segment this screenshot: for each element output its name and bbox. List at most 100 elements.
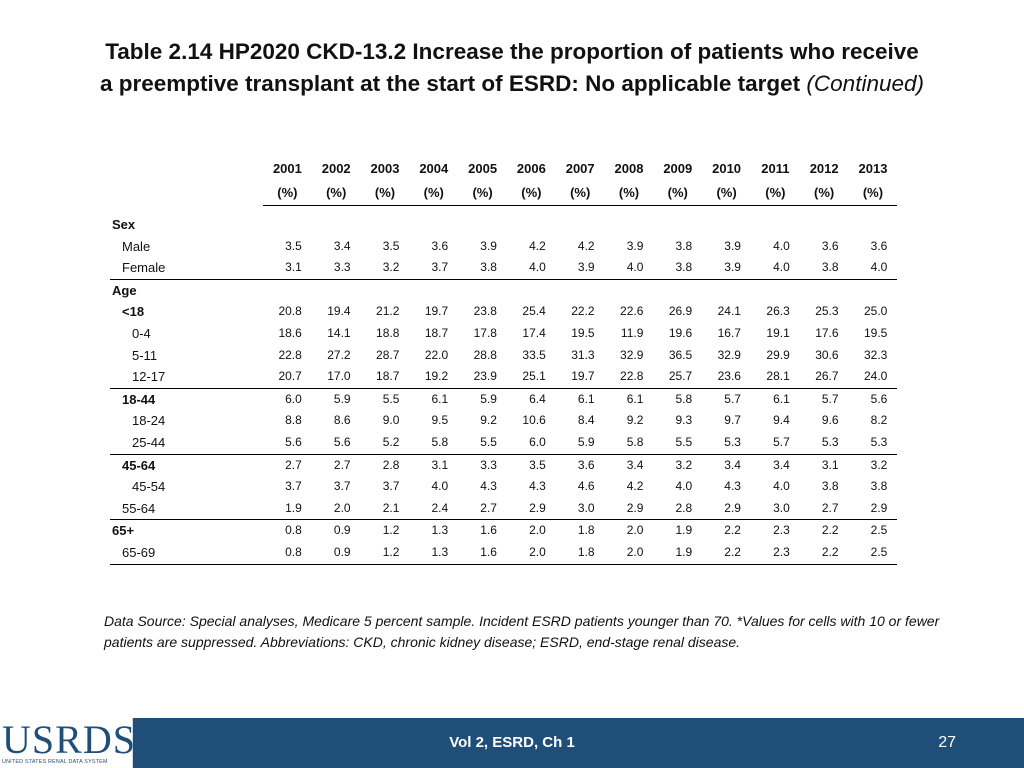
table-cell: 23.9 bbox=[458, 366, 507, 389]
table-cell: 5.6 bbox=[311, 431, 361, 455]
table-cell: 8.8 bbox=[285, 413, 302, 428]
table-row: 18-24 8.8 8.6 9.0 9.5 9.2 10.6 8.4 9.2 9.3 9.7 9.4 9… bbox=[110, 410, 897, 432]
table-cell: 2.7 bbox=[799, 497, 849, 521]
table-cell: 17.0 bbox=[311, 366, 361, 389]
table-cell: 17.4 bbox=[522, 325, 546, 340]
table-cell: 8.6 bbox=[333, 413, 351, 428]
table-cell: 19.5 bbox=[571, 325, 595, 340]
year-header: 2006 bbox=[516, 161, 546, 176]
table-cell: 3.0 bbox=[750, 497, 800, 521]
table-cell: 2.7 bbox=[285, 457, 302, 472]
table-cell: 2.5 bbox=[870, 523, 888, 538]
table-cell: 3.7 bbox=[382, 479, 400, 494]
data-source-footnote: Data Source: Special analyses, Medicare … bbox=[104, 613, 940, 650]
table-cell: 3.9 bbox=[724, 238, 741, 253]
table-cell: 2.7 bbox=[458, 497, 507, 521]
table-cell: 8.4 bbox=[577, 413, 595, 428]
table-cell: 19.1 bbox=[766, 325, 790, 340]
table-cell: 4.0 bbox=[773, 479, 790, 494]
table-cell: 32.3 bbox=[864, 347, 888, 362]
table-cell: 28.1 bbox=[750, 366, 800, 389]
section-header-row: Age bbox=[110, 279, 897, 301]
unit-header: (%) bbox=[458, 181, 507, 206]
table-cell: 1.2 bbox=[360, 541, 410, 565]
table-cell: 20.8 bbox=[278, 304, 302, 319]
table-cell: 8.2 bbox=[870, 413, 888, 428]
row-label: 45-54 bbox=[132, 479, 166, 495]
table-cell: 28.8 bbox=[473, 347, 497, 362]
table-cell: 1.3 bbox=[431, 523, 449, 538]
table-cell: 4.0 bbox=[604, 257, 654, 280]
table-cell: 1.9 bbox=[263, 497, 312, 521]
table-cell: 4.0 bbox=[675, 479, 693, 494]
table-cell: 6.1 bbox=[577, 391, 595, 406]
table-cell: 5.9 bbox=[480, 391, 497, 406]
year-header: 2010 bbox=[712, 161, 742, 176]
section-header-row: Sex bbox=[110, 214, 897, 236]
table-cell: 5.9 bbox=[555, 431, 605, 455]
table-cell: 3.4 bbox=[773, 457, 790, 472]
table-cell: 25.0 bbox=[864, 304, 888, 319]
table-cell: 23.6 bbox=[702, 366, 751, 389]
table-cell: 2.7 bbox=[333, 457, 351, 472]
table-cell: 2.0 bbox=[604, 541, 654, 565]
table-cell: 9.5 bbox=[431, 413, 449, 428]
table-cell: 3.8 bbox=[870, 479, 888, 494]
row-label: 55-64 bbox=[110, 497, 263, 521]
table-cell: 1.8 bbox=[555, 541, 605, 565]
page-number: 27 bbox=[938, 734, 956, 751]
table-cell: 4.0 bbox=[848, 257, 898, 280]
table-cell: 1.2 bbox=[382, 523, 400, 538]
table-body: Sex Male 3.5 3.4 3.5 3.6 3.9 4.2 4.2 3.9 3.8 3.9 4.0… bbox=[110, 206, 898, 565]
table-cell: 5.7 bbox=[750, 431, 800, 455]
table-cell: 3.3 bbox=[311, 257, 361, 280]
table-cell: 19.7 bbox=[555, 366, 605, 389]
table-cell: 36.5 bbox=[668, 347, 693, 362]
row-label: 18-44 bbox=[122, 391, 156, 407]
row-label: 0-4 bbox=[132, 325, 151, 341]
table-row: Male 3.5 3.4 3.5 3.6 3.9 4.2 4.2 3.9 3.8 3.9 4.0 3.6… bbox=[110, 236, 897, 258]
table-cell: 2.2 bbox=[702, 541, 751, 565]
table-cell: 4.3 bbox=[480, 479, 497, 494]
table-cell: 2.9 bbox=[702, 497, 751, 521]
table-cell: 6.1 bbox=[431, 391, 449, 406]
table-cell: 18.7 bbox=[360, 366, 410, 389]
table-cell: 2.8 bbox=[653, 497, 703, 521]
table-cell: 3.4 bbox=[724, 457, 741, 472]
table-cell: 19.5 bbox=[864, 325, 888, 340]
table-cell: 19.2 bbox=[409, 366, 459, 389]
table-cell: 5.8 bbox=[675, 391, 693, 406]
year-header: 2013 bbox=[858, 161, 888, 176]
unit-header: (%) bbox=[604, 181, 654, 206]
unit-header: (%) bbox=[409, 181, 459, 206]
table-cell: 4.0 bbox=[506, 257, 556, 280]
table-cell: 9.6 bbox=[821, 413, 839, 428]
unit-header: (%) bbox=[555, 181, 605, 206]
table-cell: 3.5 bbox=[382, 238, 400, 253]
table-cell: 5.9 bbox=[333, 391, 351, 406]
row-label: 65-69 bbox=[110, 541, 263, 565]
table-cell: 3.1 bbox=[821, 457, 839, 472]
unit-header: (%) bbox=[848, 181, 898, 206]
table-cell: 2.0 bbox=[311, 497, 361, 521]
table-cell: 22.0 bbox=[424, 347, 449, 362]
table-cell: 2.0 bbox=[626, 523, 644, 538]
table-cell: 16.7 bbox=[717, 325, 741, 340]
year-header: 2005 bbox=[468, 161, 498, 176]
table-cell: 23.8 bbox=[473, 304, 497, 319]
unit-header: (%) bbox=[702, 181, 751, 206]
table-cell: 30.6 bbox=[815, 347, 839, 362]
table-row: 18-44 6.0 5.9 5.5 6.1 5.9 6.4 6.1 6.1 5.8 5.7 6.1 5.… bbox=[110, 388, 897, 410]
table-cell: 3.8 bbox=[799, 257, 849, 280]
table-cell: 5.5 bbox=[382, 391, 400, 406]
table-cell: 3.2 bbox=[360, 257, 410, 280]
table-title: Table 2.14 HP2020 CKD-13.2 Increase the … bbox=[60, 36, 964, 100]
table-cell: 4.0 bbox=[750, 257, 800, 280]
unit-header: (%) bbox=[799, 181, 849, 206]
table-cell: 3.0 bbox=[555, 497, 605, 521]
table-cell: 3.4 bbox=[626, 457, 644, 472]
table-cell: 3.8 bbox=[821, 479, 839, 494]
table-cell: 1.8 bbox=[577, 523, 595, 538]
row-label: 65+ bbox=[112, 523, 135, 539]
table-cell: 25.3 bbox=[815, 304, 839, 319]
